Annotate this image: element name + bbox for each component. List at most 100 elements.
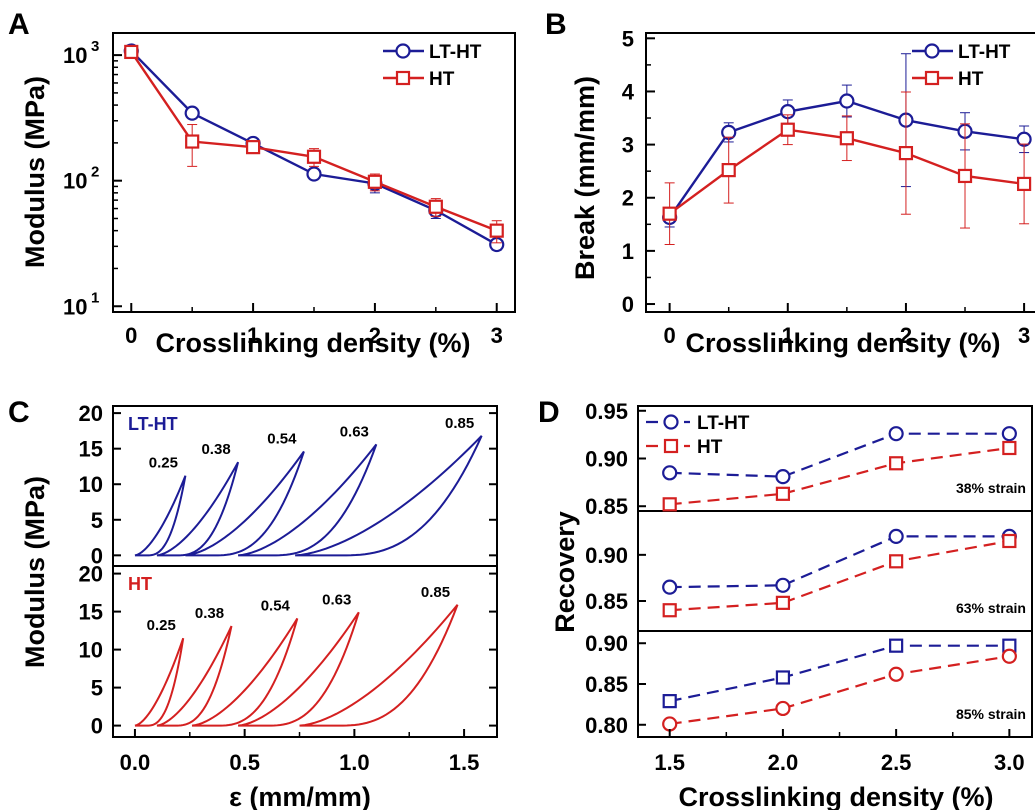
y-tick-exponent: 1 [91,289,99,306]
legend-marker [663,414,679,430]
panel-letter: C [8,396,30,429]
data-point [775,469,791,485]
y-axis-title: Modulus (MPa) [20,76,50,268]
x-tick-label: 1.5 [654,750,685,775]
y-tick-label: 0 [91,714,103,739]
legend-label: HT [958,69,984,90]
x-axis-title: Crosslinking density (%) [685,328,1000,358]
subplot-name: LT-HT [128,414,178,434]
panel-d: D 0.85 0.90 0.95 38% strain 0.85 0.90 63% strai… [538,396,1033,810]
hysteresis-loop [134,475,187,557]
panel-letter: A [8,8,30,41]
x-tick-label: 1.0 [339,750,370,775]
y-tick-exponent: 2 [91,164,99,181]
y-tick-label: 5 [91,508,103,533]
y-tick-exponent: 3 [91,38,99,55]
panel-c-frame [112,405,498,738]
series-line [669,539,1010,612]
data-point [775,595,791,610]
loop-label: 0.25 [149,455,178,472]
panel-letter: B [545,8,567,41]
x-tick-label: 0 [125,323,137,348]
data-point [428,199,443,214]
hysteresis-loop [156,625,233,727]
y-tick-label: 10 [63,169,87,194]
x-tick-label: 0 [664,323,676,348]
subplot-ht: 0 5 10 15 20 HT 0.25 0.38 0.54 0.63 0.85 [79,562,497,739]
x-axis-title: ε (mm/mm) [229,782,371,810]
legend-label: LT-HT [429,42,482,63]
data-point [662,579,678,595]
panel-d-frame [637,405,1033,738]
series-ht [662,91,1032,246]
panel-b: 0 1 2 3 4 5 0 1 2 3 Crosslinking density (%) Break … [545,8,1035,358]
data-point [1016,176,1032,192]
legend-marker [663,438,679,454]
legend-label: HT [697,437,723,458]
loop-label: 0.25 [147,617,176,634]
hysteresis-loop [237,611,360,727]
x-tick-label: 3 [491,323,503,348]
y-tick-label: 5 [91,676,103,701]
y-tick-label: 0.90 [585,447,628,472]
y-tick-label: 10 [63,43,87,68]
x-tick-label: 2.5 [881,750,912,775]
loop-label: 0.85 [445,415,474,432]
data-point [662,716,678,732]
series-line [669,655,1010,726]
legend-label: LT-HT [697,413,750,434]
x-axis-title: Crosslinking density (%) [155,328,470,358]
strain-label: 63% strain [956,600,1026,616]
data-point [124,44,139,60]
y-tick-label: 20 [79,562,103,587]
y-tick-label: 5 [622,26,634,51]
data-point [1002,440,1017,456]
series-line [669,535,1010,589]
y-tick-label: 1 [622,239,634,264]
data-point [957,168,973,184]
loop-label: 0.54 [261,597,291,614]
data-point [888,666,904,682]
y-tick-label: 0.80 [585,713,628,738]
x-tick-label: 0.0 [120,750,151,775]
panel-b-frame [645,32,1035,313]
data-point [839,131,854,146]
data-point [489,223,504,238]
data-point [662,465,678,481]
data-point [662,497,677,512]
y-tick-label: 10 [79,472,103,497]
strain-label: 38% strain [956,480,1026,496]
x-tick-label: 2 [900,323,912,348]
data-point [721,163,736,178]
legend-label: LT-HT [958,42,1011,63]
x-tick-label: 1.5 [449,750,480,775]
y-tick-label: 3 [622,133,634,158]
x-tick-label: 0.5 [229,750,260,775]
subplot-name: HT [128,574,152,594]
y-tick-label: 0.85 [585,672,628,697]
hysteresis-loop [237,443,378,557]
y-tick-label: 20 [79,401,103,426]
strain-label: 85% strain [956,706,1026,722]
x-tick-label: 2 [369,323,381,348]
data-point [662,694,677,709]
panel-c: C 0 5 10 15 20 LT-HT 0.25 0.38 0.54 0.63 0.85 0 5 10 15… [8,396,498,810]
y-tick-label: 10 [63,294,87,319]
y-axis-title: Modulus (MPa) [20,476,50,668]
subplot-lt-ht: 0 5 10 15 20 LT-HT 0.25 0.38 0.54 0.63 0.85 [79,401,497,568]
x-axis-title: Crosslinking density (%) [678,782,993,810]
x-tick-label: 2.0 [768,750,799,775]
data-point [888,426,904,442]
subplot-3: 0.80 0.85 0.90 85% strain [585,631,1026,738]
y-tick-label: 15 [79,600,103,625]
hysteresis-loop [299,604,459,727]
series-line [669,432,1010,478]
series-ht [124,44,504,244]
legend-marker [924,43,940,59]
legend-label: HT [429,69,455,90]
y-tick-label: 0.90 [585,543,628,568]
data-point [185,134,200,149]
x-tick-label: 1 [782,323,794,348]
